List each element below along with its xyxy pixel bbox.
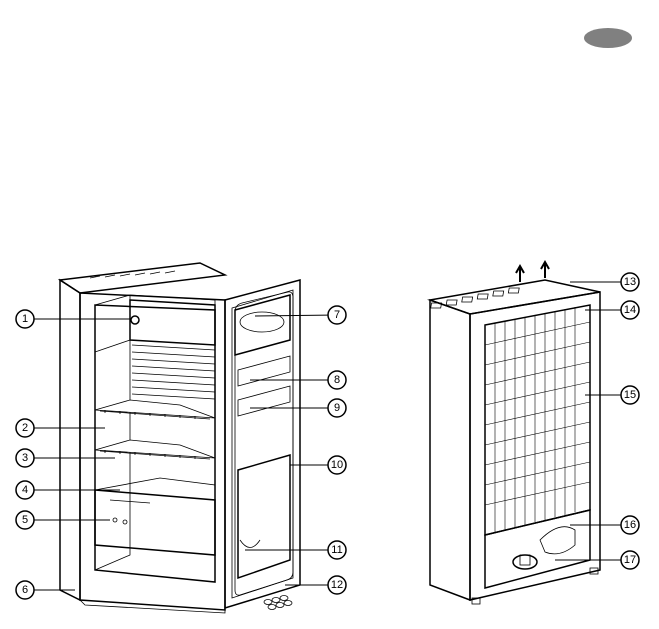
callout-number: 15 [624,389,636,401]
callout-number: 17 [624,554,636,566]
callout-number: 11 [331,544,342,556]
callouts: 1234567891011121314151617 [16,273,639,599]
callout-number: 8 [334,374,340,386]
callout-number: 12 [331,579,343,591]
callout-number: 1 [22,313,28,325]
callout-number: 3 [22,452,28,464]
egg-tray-icon [264,596,292,610]
callout-number: 13 [624,276,636,288]
accent-ellipse [584,28,632,48]
callout-number: 14 [624,304,636,316]
technical-diagram: 1234567891011121314151617 [0,0,659,629]
airflow-arrow-icon [516,262,549,282]
callout-number: 2 [22,422,28,434]
appliance-rear [430,262,600,604]
callout-number: 16 [624,519,636,531]
callout-number: 4 [22,484,28,496]
callout-number: 9 [334,402,340,414]
callout-number: 5 [22,514,28,526]
callout-number: 7 [334,309,340,321]
callout-number: 6 [22,584,28,596]
callout-number: 10 [331,459,343,471]
